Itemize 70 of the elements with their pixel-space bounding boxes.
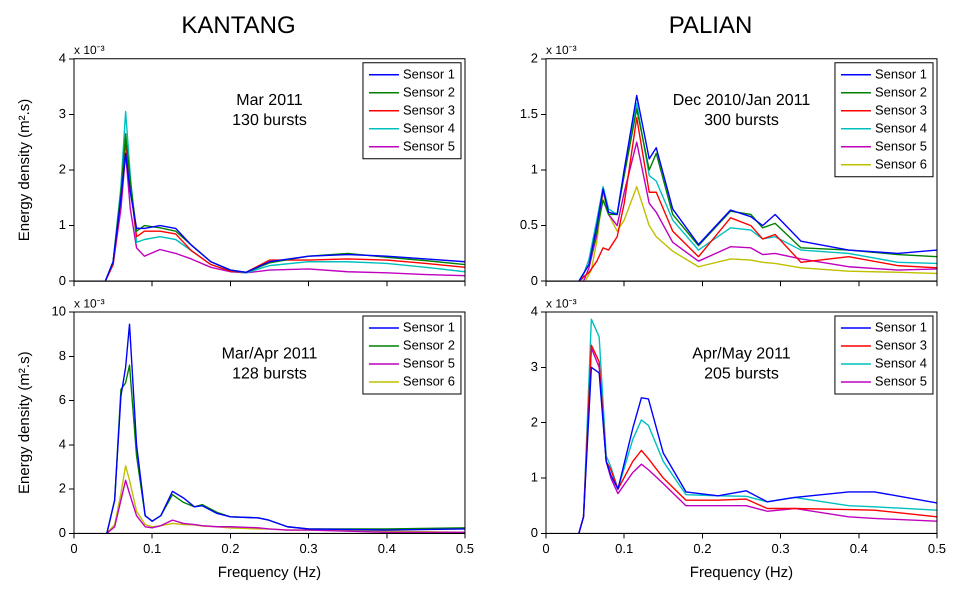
x-tick-label: 0.5 xyxy=(928,540,946,556)
x-tick-label: 0.3 xyxy=(300,540,318,556)
legend-label: Sensor 5 xyxy=(402,138,456,154)
x-axis-title: Frequency (Hz) xyxy=(690,564,794,582)
x-tick-label: 0.2 xyxy=(693,540,712,556)
y-tick-label: 3 xyxy=(530,358,538,374)
x-tick-label: 0.4 xyxy=(850,540,868,556)
text: x 10⁻³ xyxy=(546,296,577,310)
x-tick-label: 0.4 xyxy=(378,540,396,556)
legend-label: Sensor 2 xyxy=(874,84,928,100)
annotation: Dec 2010/Jan 2011 xyxy=(672,92,810,110)
y-tick-label: 2 xyxy=(530,50,538,66)
legend-label: Sensor 1 xyxy=(874,320,927,335)
legend-label: Sensor 6 xyxy=(874,156,928,172)
legend-label: Sensor 1 xyxy=(402,320,455,335)
x-tick-label: 0.1 xyxy=(143,540,162,556)
y-tick-label: 1 xyxy=(530,470,538,485)
text: x 10⁻³ xyxy=(74,296,105,310)
y-tick-label: 0 xyxy=(58,524,66,540)
legend-label: Sensor 5 xyxy=(874,374,927,389)
x-tick-label: 0.5 xyxy=(456,540,474,556)
annotation: Mar 2011 xyxy=(236,92,303,110)
y-tick-label: 0 xyxy=(58,272,66,288)
y-tick-label: 0 xyxy=(530,272,538,288)
y-tick-label: 2 xyxy=(58,162,66,177)
x-tick-label: 0 xyxy=(70,540,78,556)
legend-label: Sensor 1 xyxy=(402,66,456,82)
y-tick-label: 1.5 xyxy=(520,106,538,121)
legend-label: Sensor 3 xyxy=(874,102,928,118)
y-tick-label: 2 xyxy=(58,480,66,496)
legend-label: Sensor 1 xyxy=(874,66,928,82)
y-tick-label: 4 xyxy=(530,304,538,319)
legend-label: Sensor 2 xyxy=(402,84,456,100)
chart-title: PALIAN xyxy=(668,12,752,40)
chart-title: KANTANG xyxy=(181,12,296,40)
y-tick-label: 4 xyxy=(58,50,66,66)
annotation: Mar/Apr 2011 xyxy=(222,345,318,362)
y-axis-title: Energy density (m².s) xyxy=(16,98,34,242)
legend-label: Sensor 4 xyxy=(874,120,928,136)
x-tick-label: 0.3 xyxy=(772,540,790,556)
y-tick-label: 2 xyxy=(530,414,538,430)
y-tick-label: 10 xyxy=(52,304,66,319)
y-tick-label: 3 xyxy=(58,106,66,121)
legend-label: Sensor 4 xyxy=(874,356,927,371)
x-axis-title: Frequency (Hz) xyxy=(218,564,322,582)
y-tick-label: 1 xyxy=(58,217,66,232)
y-tick-label: 0 xyxy=(530,524,538,540)
legend-label: Sensor 5 xyxy=(402,356,455,371)
annotation: Apr/May 2011 xyxy=(692,345,791,362)
y-axis-title: Energy density (m².s) xyxy=(16,351,34,494)
x-tick-label: 0.1 xyxy=(615,540,634,556)
y-tick-label: 6 xyxy=(58,392,66,408)
text: x 10⁻³ xyxy=(546,43,577,58)
text: x 10⁻³ xyxy=(74,43,105,58)
y-tick-label: 1 xyxy=(530,162,538,177)
legend-label: Sensor 4 xyxy=(402,120,456,136)
legend-label: Sensor 5 xyxy=(874,138,928,154)
annotation: 128 bursts xyxy=(232,365,307,382)
y-tick-label: 4 xyxy=(58,436,66,452)
y-tick-label: 8 xyxy=(58,348,66,363)
legend-label: Sensor 3 xyxy=(402,102,456,118)
annotation: 300 bursts xyxy=(704,112,779,130)
x-tick-label: 0.2 xyxy=(221,540,240,556)
annotation: 130 bursts xyxy=(232,112,307,130)
annotation: 205 bursts xyxy=(704,365,779,382)
y-tick-label: 0.5 xyxy=(520,217,538,232)
x-tick-label: 0 xyxy=(542,540,550,556)
legend-label: Sensor 2 xyxy=(402,338,455,353)
legend-label: Sensor 3 xyxy=(874,338,927,353)
legend-label: Sensor 6 xyxy=(402,374,455,389)
